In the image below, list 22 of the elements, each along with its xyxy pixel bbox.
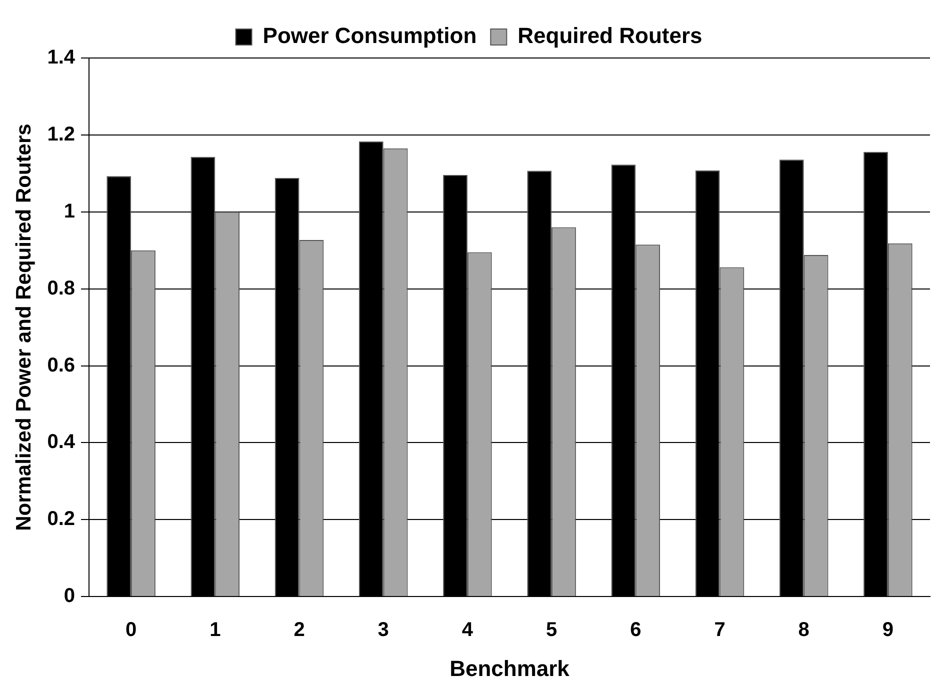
legend-label: Power Consumption: [262, 23, 477, 48]
x-tick-label: 6: [630, 619, 642, 642]
x-tick-label: 5: [546, 619, 558, 642]
legend-label: Required Routers: [518, 23, 702, 48]
x-axis-title: Benchmark: [450, 656, 570, 681]
y-tick-label: 0: [64, 585, 76, 608]
y-tick-label: 1: [64, 200, 76, 222]
y-tick-label: 1.2: [47, 123, 76, 146]
y-tick-label: 0.4: [47, 431, 76, 454]
y-axis-title: Normalized Power and Required Routers: [12, 124, 36, 531]
x-tick-label: 9: [882, 619, 894, 642]
x-tick-label: 1: [210, 619, 221, 642]
x-tick-label: 8: [798, 619, 810, 642]
x-tick-label: 0: [125, 619, 137, 642]
x-tick-label: 4: [462, 619, 474, 642]
y-tick-label: 0.8: [47, 277, 76, 300]
x-tick-label: 7: [714, 619, 726, 642]
x-tick-label: 2: [294, 619, 305, 642]
y-tick-label: 1.4: [47, 46, 76, 69]
y-tick-label: 0.2: [47, 508, 76, 530]
x-tick-label: 3: [378, 619, 389, 642]
y-tick-label: 0.6: [47, 354, 76, 376]
